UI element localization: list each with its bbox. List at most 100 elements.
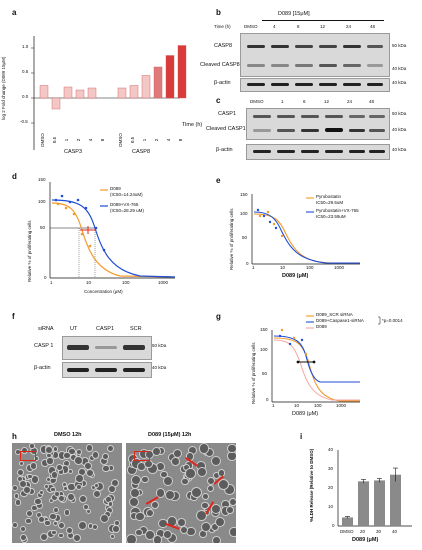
d-ytick-2: 100	[38, 199, 46, 204]
i-ylabel: %LDH Release (Relative to DMSO)	[309, 448, 314, 522]
cell	[93, 483, 99, 489]
i-cat-3: 30	[376, 529, 382, 534]
i-bar-3	[390, 474, 401, 526]
cell	[229, 527, 236, 537]
b-row-actin: β-actin	[214, 80, 231, 86]
i-ytick-2: 30	[328, 466, 334, 471]
f-blot-casp1	[62, 336, 152, 360]
cell	[52, 507, 59, 514]
a-xtick-1: 0.5	[52, 136, 57, 143]
e-xtick-3: 100	[306, 265, 314, 270]
cell	[85, 508, 92, 515]
b-lane-2: 4	[273, 24, 276, 29]
cell	[50, 471, 59, 479]
a-xtick-11: 8	[178, 138, 183, 141]
d-legend-2: D089+VX-765	[110, 202, 139, 207]
cell	[210, 504, 221, 515]
cell	[73, 533, 82, 542]
cell	[107, 444, 115, 453]
cell	[84, 461, 93, 471]
cell	[107, 501, 114, 507]
i-ytick-4: 10	[328, 504, 334, 509]
h-image-d089	[126, 443, 236, 543]
e-ytick-4: 0	[246, 261, 249, 266]
c-lane-2: 1	[281, 99, 284, 104]
cell	[29, 461, 38, 470]
g-xtick-4: 1000	[336, 403, 347, 408]
f-blot-actin	[62, 362, 152, 378]
b-lane-1: DMSO	[244, 24, 258, 29]
cell	[87, 523, 94, 529]
cell	[58, 494, 66, 502]
d-xtick-2: 10	[86, 280, 92, 285]
f-kda-2: 40 kDa	[152, 365, 167, 370]
cell	[18, 480, 27, 489]
a-bar-9	[153, 66, 163, 99]
cell	[67, 469, 73, 475]
d-ytick-1: 150	[38, 177, 46, 182]
cell	[19, 460, 25, 466]
d-ytick-3: 50	[40, 225, 46, 230]
cell	[85, 444, 94, 452]
e-ylabel: Relative % of proliferating cells	[229, 208, 234, 270]
g-ytick-3: 50	[262, 371, 268, 376]
b-lane-6: 48	[370, 24, 376, 29]
cell	[85, 468, 94, 478]
cell	[217, 478, 229, 490]
a-bar-6	[117, 87, 127, 99]
a-ytick-3: 0.0	[22, 94, 29, 99]
cell	[57, 521, 65, 529]
e-legend-2: Pyrobostatin+VX-765	[316, 208, 359, 213]
cell	[102, 453, 109, 460]
cell	[63, 451, 71, 460]
panel-f-label: f	[12, 312, 15, 321]
cell	[25, 509, 34, 517]
cell	[111, 525, 120, 533]
cell	[50, 486, 56, 493]
c-lane-6: 48	[369, 99, 375, 104]
cell	[93, 490, 102, 499]
cell	[228, 497, 236, 507]
cell	[45, 476, 51, 482]
a-xtick-5: 8	[100, 138, 105, 141]
a-xlabel: Time (h)	[182, 122, 203, 128]
a-ylabel: log 2 Fold change (D089 15μM)	[1, 56, 6, 120]
panel-g-label: g	[216, 312, 221, 321]
f-sirna: siRNA	[38, 326, 54, 332]
e-xtick-1: 1	[252, 265, 255, 270]
cell	[200, 521, 211, 532]
cell	[75, 474, 85, 484]
cell	[15, 499, 22, 506]
panel-b-label: b	[216, 8, 221, 17]
d-legend-1b: (IC50=14.24uM)	[110, 192, 143, 197]
cell	[201, 501, 209, 509]
cell	[73, 456, 83, 466]
g-xtick-1: 1	[272, 403, 275, 408]
cell	[226, 506, 235, 514]
cell	[170, 457, 180, 466]
c-kda-1: 50 kDa	[392, 111, 407, 116]
cell	[33, 455, 40, 461]
g-ylabel: Relative % of proliferating cells	[251, 342, 256, 404]
cell	[44, 519, 52, 527]
cell	[58, 532, 64, 539]
panel-a-bars: DMSO 0.5 1 2 4 8 DMSO 0.5 1 2 4 8	[39, 45, 187, 147]
i-bar-1	[358, 481, 369, 526]
h-title-1: DMSO 12h	[54, 432, 82, 438]
a-group-casp3: CASP3	[64, 149, 83, 155]
a-bar-0	[39, 85, 49, 99]
cell	[227, 443, 236, 454]
cell	[135, 528, 143, 537]
b-lane-4: 12	[320, 24, 326, 29]
cell	[151, 447, 162, 457]
a-xtick-3: 2	[76, 138, 81, 141]
cell	[191, 486, 203, 498]
b-kda-2: 40 kDa	[392, 66, 407, 71]
f-kda-1: 50 kDa	[152, 343, 167, 348]
cell	[78, 495, 87, 504]
panel-e-label: e	[216, 176, 221, 185]
panel-i-label: i	[300, 432, 303, 441]
e-xtick-4: 1000	[334, 265, 345, 270]
f-row-casp1: CASP 1	[34, 343, 54, 349]
cell	[76, 448, 83, 456]
